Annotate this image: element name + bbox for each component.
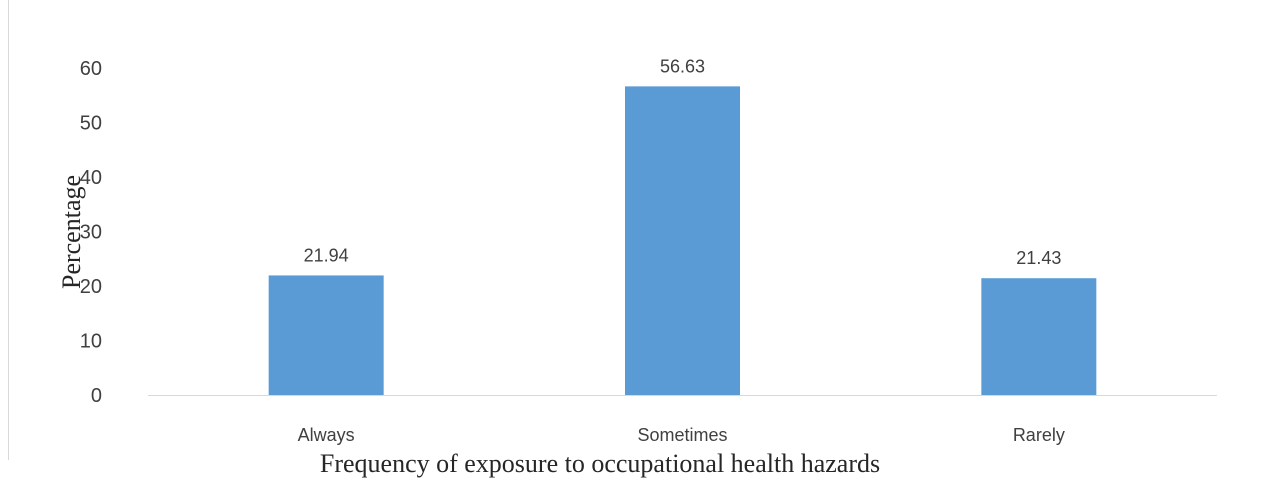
bar-always bbox=[268, 275, 384, 395]
y-tick-label: 50 bbox=[80, 113, 102, 135]
data-label-sometimes: 56.63 bbox=[660, 56, 705, 76]
bar-sometimes bbox=[625, 86, 740, 395]
y-tick-label: 40 bbox=[80, 167, 102, 189]
bars bbox=[268, 86, 1097, 395]
data-labels: 21.94 56.63 21.43 bbox=[304, 56, 1062, 268]
y-tick-label: 20 bbox=[80, 276, 102, 298]
category-label-sometimes: Sometimes bbox=[637, 425, 727, 445]
bar-rarely bbox=[981, 278, 1097, 395]
category-label-always: Always bbox=[298, 425, 355, 445]
category-label-rarely: Rarely bbox=[1013, 425, 1065, 445]
left-frame-line bbox=[8, 0, 9, 460]
data-label-rarely: 21.43 bbox=[1016, 248, 1061, 268]
y-tick-label: 30 bbox=[80, 222, 102, 244]
y-tick-label: 60 bbox=[80, 58, 102, 80]
y-axis-ticks: 0 10 20 30 40 50 60 bbox=[80, 58, 102, 407]
data-label-always: 21.94 bbox=[304, 245, 349, 265]
x-axis-title: Frequency of exposure to occupational he… bbox=[320, 449, 880, 478]
y-tick-label: 10 bbox=[80, 331, 102, 353]
y-tick-label: 0 bbox=[91, 385, 102, 407]
y-axis-title: Percentage bbox=[57, 175, 86, 289]
x-axis-category-labels: Always Sometimes Rarely bbox=[298, 425, 1065, 445]
